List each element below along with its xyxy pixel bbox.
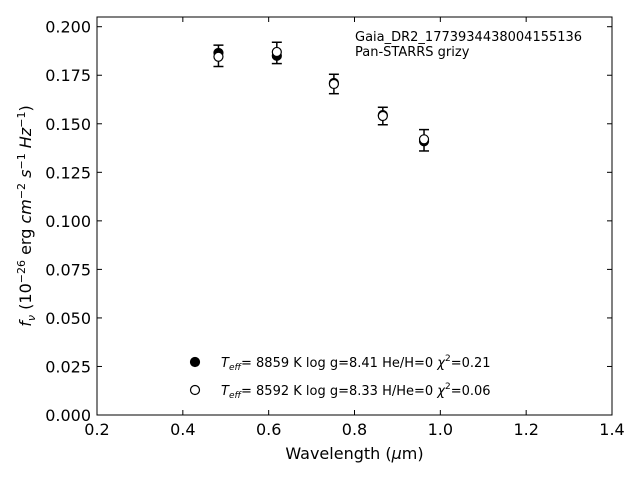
y-tick-label: 0.200 <box>45 18 91 37</box>
y-axis-label: fν (10−26 erg cm−2 s−1 Hz−1) <box>15 105 38 326</box>
legend-marker-open <box>189 384 201 396</box>
x-axis-label: Wavelength (μm) <box>285 444 423 463</box>
model-point-open <box>418 134 430 145</box>
legend-entry: Teff= 8859 K log g=8.41 He/H=0 χ2=0.21 <box>221 354 491 373</box>
model-point-open <box>213 51 224 62</box>
x-tick-label: 0.8 <box>342 420 367 439</box>
y-tick-label: 0.075 <box>45 260 91 279</box>
x-tick-label: 0.2 <box>84 420 109 439</box>
x-tick-label: 1.4 <box>599 420 624 439</box>
y-tick-label: 0.100 <box>45 212 91 231</box>
plot-layer: 0.2 0.4 0.6 0.8 1.0 1.2 1.4 0.000 0.025 0.050 0.07… <box>15 16 625 463</box>
legend-entry: Teff= 8592 K log g=8.33 H/He=0 χ2=0.06 <box>221 382 491 401</box>
x-tick-label: 0.6 <box>256 420 281 439</box>
y-tick-label: 0.175 <box>45 66 91 85</box>
x-tick-label: 1.2 <box>513 420 538 439</box>
x-tick-label: 0.4 <box>170 420 195 439</box>
annotation-line: Pan-STARRS grizy <box>355 45 470 60</box>
model-point-open <box>328 78 339 90</box>
x-tick-label: 1.0 <box>428 420 453 439</box>
y-tick-label: 0.025 <box>45 357 91 376</box>
y-tick-label: 0.050 <box>45 309 91 328</box>
legend-marker-filled <box>189 356 201 368</box>
y-tick-label: 0.150 <box>45 115 91 134</box>
y-tick-label: 0.125 <box>45 163 91 182</box>
model-point-open <box>271 46 282 58</box>
model-point-open <box>377 110 388 122</box>
annotation-line: Gaia_DR2_1773934438004155136 <box>355 30 582 45</box>
y-tick-label: 0.000 <box>45 406 91 425</box>
